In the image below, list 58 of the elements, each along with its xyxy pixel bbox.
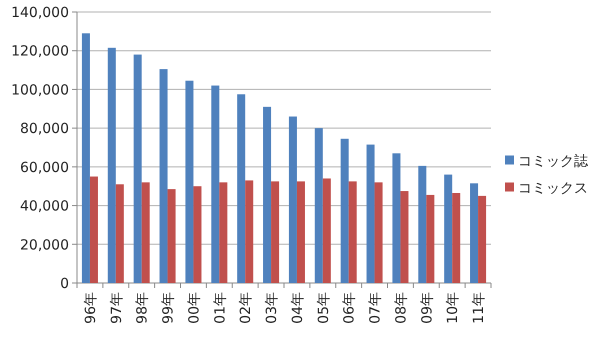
- legend-label: コミックス: [518, 180, 588, 196]
- x-tick-label: 01年: [212, 292, 228, 324]
- bar: [82, 33, 90, 283]
- x-tick-label: 02年: [238, 292, 254, 324]
- x-tick-label: 08年: [393, 292, 410, 324]
- bar: [116, 184, 124, 283]
- bar: [296, 181, 305, 283]
- x-tick-label: 07年: [368, 292, 384, 324]
- bar: [134, 54, 142, 283]
- bar: [237, 94, 246, 283]
- bar: [168, 189, 176, 283]
- bar: [108, 48, 116, 283]
- bar: [478, 196, 486, 283]
- bar: [193, 186, 202, 283]
- bar: [444, 174, 452, 283]
- y-tick-label: 40,000: [20, 198, 69, 215]
- y-tick-label: 0: [60, 276, 69, 292]
- x-tick-label: 04年: [290, 292, 306, 324]
- x-tick-label: 03年: [264, 292, 280, 324]
- bar: [418, 166, 426, 283]
- y-tick-label: 120,000: [11, 44, 69, 60]
- x-tick-label: 96年: [82, 292, 99, 324]
- x-tick-label: 09年: [419, 292, 436, 324]
- x-tick-label: 97年: [108, 292, 125, 324]
- bar: [314, 128, 323, 283]
- y-tick-label: 60,000: [20, 160, 69, 176]
- x-tick-label: 06年: [342, 292, 358, 324]
- y-tick-label: 80,000: [20, 121, 69, 138]
- bar: [470, 183, 478, 283]
- bar: [90, 176, 98, 283]
- y-tick-label: 140,000: [11, 5, 69, 21]
- bar: [366, 144, 375, 283]
- bar: [400, 191, 408, 283]
- bar: [271, 181, 280, 283]
- bar: [263, 106, 272, 283]
- bar: [142, 182, 150, 283]
- bar: [340, 138, 349, 283]
- legend-label: コミック誌: [518, 154, 588, 170]
- y-tick-label: 20,000: [20, 237, 69, 254]
- bar: [211, 86, 220, 283]
- bar: [219, 182, 228, 283]
- x-tick-label: 05年: [316, 292, 332, 324]
- y-tick-label: 100,000: [11, 82, 69, 98]
- bar: [452, 192, 460, 283]
- bar: [374, 182, 383, 283]
- x-tick-label: 11年: [471, 292, 488, 324]
- bar: [185, 80, 194, 283]
- bar: [322, 178, 331, 283]
- bar: [348, 181, 357, 283]
- bar: [288, 116, 297, 283]
- bar: [426, 194, 434, 283]
- x-tick-label: 10年: [445, 292, 462, 324]
- bar: [392, 153, 400, 283]
- bar: [245, 180, 254, 283]
- x-tick-label: 98年: [134, 292, 151, 324]
- x-tick-label: 00年: [186, 292, 202, 324]
- bar: [160, 69, 168, 283]
- x-tick-label: 99年: [160, 292, 177, 324]
